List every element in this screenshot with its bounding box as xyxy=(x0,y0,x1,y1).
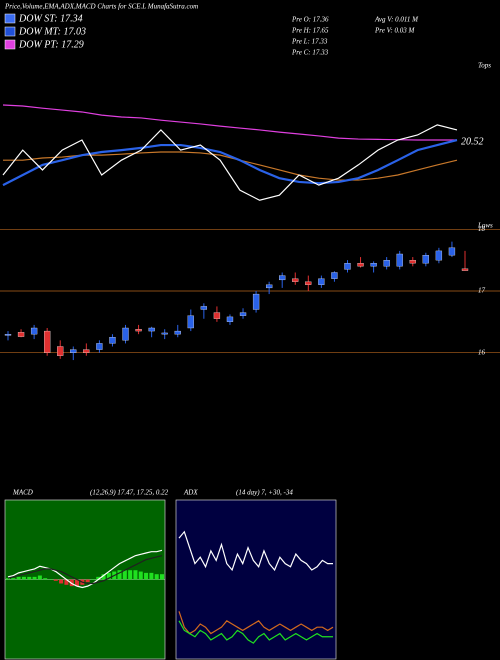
stat-label: Pre C: 17.33 xyxy=(291,49,329,57)
series-line xyxy=(2,104,457,141)
histogram-bar xyxy=(53,579,58,581)
histogram-bar xyxy=(133,570,138,580)
stat-label: Pre O: 17.36 xyxy=(291,16,329,24)
histogram-bar xyxy=(27,576,32,580)
histogram-bar xyxy=(85,579,90,583)
candle-body xyxy=(174,330,181,335)
candle-body xyxy=(396,253,403,267)
candle-body xyxy=(265,284,273,289)
panel-title: ADX xyxy=(183,489,198,497)
annotation: Lows xyxy=(477,222,493,230)
series-line xyxy=(7,555,163,585)
candle-body xyxy=(448,247,456,256)
candle-body xyxy=(17,332,25,337)
candle-body xyxy=(370,263,377,267)
series-line xyxy=(178,611,334,635)
histogram-bar xyxy=(144,572,149,580)
candle-body xyxy=(96,343,103,350)
y-tick-label: 17 xyxy=(478,287,486,295)
histogram-bar xyxy=(11,578,16,580)
candle-body xyxy=(200,306,208,310)
candle-body xyxy=(383,260,390,267)
legend-swatch xyxy=(4,26,16,37)
candle-body xyxy=(4,334,12,336)
candle-body xyxy=(44,330,51,353)
histogram-bar xyxy=(106,572,111,580)
histogram-bar xyxy=(154,574,159,580)
candle-body xyxy=(226,316,234,322)
histogram-bar xyxy=(101,574,106,580)
legend-label: DOW PT: 17.29 xyxy=(18,39,84,50)
candle-body xyxy=(305,281,312,285)
candle-body xyxy=(213,312,221,319)
y-tick-label: 16 xyxy=(478,348,486,356)
candle-body xyxy=(135,329,142,332)
candle-body xyxy=(279,275,286,281)
series-line xyxy=(178,530,333,572)
candle-body xyxy=(109,337,116,344)
panel-subtitle: (12,26,9) 17.47, 17.25, 0.22 xyxy=(90,489,169,497)
series-line xyxy=(2,124,458,201)
chart-title: Price,Volume,EMA,ADX,MACD Charts for SCE… xyxy=(4,3,198,11)
histogram-bar xyxy=(75,579,80,587)
candle-body xyxy=(357,263,364,267)
candle-body xyxy=(187,315,194,329)
histogram-bar xyxy=(16,576,21,580)
candle-body xyxy=(435,250,443,261)
candle-body xyxy=(318,278,325,285)
candle-body xyxy=(161,332,168,335)
candle-body xyxy=(83,349,90,353)
histogram-bar xyxy=(21,576,26,580)
histogram-bar xyxy=(117,570,122,580)
stat-label: Pre H: 17.65 xyxy=(291,27,329,35)
candle-body xyxy=(70,349,77,353)
histogram-bar xyxy=(64,579,69,585)
panel-subtitle: (14 day) 7, +30, -34 xyxy=(236,489,293,497)
histogram-bar xyxy=(128,570,133,580)
candle-body xyxy=(239,312,247,316)
stat-label: Pre L: 17.33 xyxy=(291,38,328,46)
legend-label: DOW MT: 17.03 xyxy=(18,26,86,37)
candle-body xyxy=(344,263,351,270)
series-line xyxy=(7,549,163,589)
candle-body xyxy=(57,346,64,356)
stat-label: Avg V: 0.011 M xyxy=(374,16,419,24)
histogram-bar xyxy=(48,579,53,580)
histogram-bar xyxy=(90,579,95,580)
legend-label: DOW ST: 17.34 xyxy=(18,13,83,24)
legend-swatch xyxy=(4,39,16,50)
candle-body xyxy=(292,278,299,282)
annotation: 20.52 xyxy=(461,136,484,147)
candle-body xyxy=(148,327,155,332)
candle-body xyxy=(331,272,338,279)
histogram-bar xyxy=(96,576,101,580)
panel-background xyxy=(175,499,337,660)
candle-body xyxy=(122,327,129,341)
histogram-bar xyxy=(6,578,10,580)
candle-body xyxy=(461,268,469,271)
series-line xyxy=(2,138,458,187)
annotation: Tops xyxy=(478,62,491,70)
legend-swatch xyxy=(4,13,16,24)
histogram-bar xyxy=(37,575,42,580)
stat-label: Pre V: 0.03 M xyxy=(374,27,415,35)
histogram-bar xyxy=(122,570,127,580)
panel-title: MACD xyxy=(12,489,33,497)
series-line xyxy=(178,620,333,644)
histogram-bar xyxy=(160,574,164,580)
histogram-bar xyxy=(43,578,48,580)
candle-body xyxy=(422,255,429,264)
histogram-bar xyxy=(32,576,37,580)
histogram-bar xyxy=(138,571,143,580)
candle-body xyxy=(409,260,416,264)
histogram-bar xyxy=(59,579,64,584)
histogram-bar xyxy=(149,572,154,580)
candle-body xyxy=(30,327,38,335)
y-tick-label: 18 xyxy=(478,225,486,233)
candle-body xyxy=(252,293,260,310)
